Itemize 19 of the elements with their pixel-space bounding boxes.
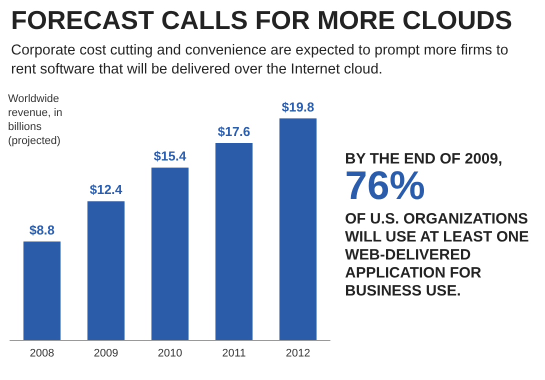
x-tick-label: 2011 bbox=[222, 348, 246, 360]
chart-subtitle: Corporate cost cutting and convenience are expected to prompt more firms to rent software that will be delivered over the Internet cloud. bbox=[11, 42, 512, 78]
data-label: $19.8 bbox=[282, 99, 314, 114]
data-label: $12.4 bbox=[90, 182, 124, 198]
x-tick-label: 2009 bbox=[94, 348, 118, 360]
bar bbox=[215, 143, 253, 340]
x-tick-label: 2010 bbox=[158, 348, 182, 360]
data-label: $17.6 bbox=[218, 124, 250, 140]
bar bbox=[279, 118, 317, 340]
text: OF U.S. ORGANIZATIONS WILL USE AT LEAST ONE WEB-DELIVERED APPLICATION FOR BUSINESS USE. bbox=[345, 210, 534, 300]
chart-title: FORECAST CALLS FOR MORE CLOUDS bbox=[11, 5, 512, 35]
bar bbox=[23, 242, 61, 340]
x-tick-label: 2008 bbox=[30, 348, 54, 360]
y-axis-title: Worldwide revenue, in billions (projected) bbox=[8, 93, 66, 147]
bar bbox=[87, 201, 125, 340]
bar bbox=[151, 168, 189, 340]
data-label: $15.4 bbox=[154, 148, 188, 164]
data-label: $8.8 bbox=[29, 222, 55, 238]
x-tick-label: 2012 bbox=[286, 348, 310, 360]
